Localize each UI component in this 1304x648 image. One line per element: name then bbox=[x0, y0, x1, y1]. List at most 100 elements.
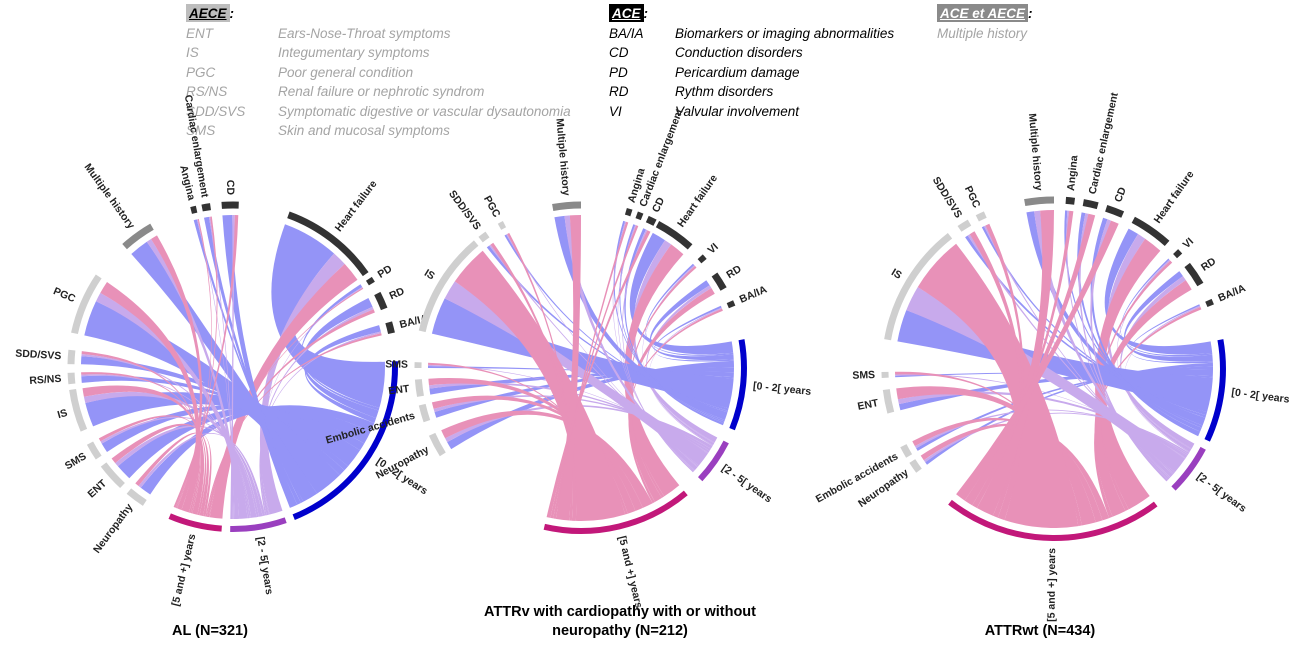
sector-arc bbox=[67, 349, 76, 365]
legend-ace-item: VI Valvular involvement bbox=[609, 102, 894, 122]
sector-arc bbox=[1131, 216, 1170, 247]
chord-ribbons bbox=[895, 209, 1214, 528]
sector-arc bbox=[292, 361, 398, 520]
legend-aece-colon: : bbox=[229, 6, 235, 21]
legend-abbr: RD bbox=[609, 84, 629, 99]
chord-ribbon bbox=[302, 298, 379, 419]
chord-ribbon bbox=[1095, 238, 1161, 510]
legend-both-heading: ACE et AECE bbox=[937, 4, 1029, 22]
chord-ribbon bbox=[111, 423, 209, 516]
sector-arc bbox=[190, 205, 198, 214]
sector-arc bbox=[957, 219, 972, 232]
sector-arc bbox=[230, 517, 287, 533]
sector-label: ENT bbox=[85, 477, 109, 500]
sector-arc bbox=[385, 321, 395, 335]
diagram-caption-attrv: ATTRv with cardiopathy with or without n… bbox=[484, 604, 756, 639]
sector-arc bbox=[1024, 196, 1055, 207]
sector-arc bbox=[122, 223, 154, 250]
sector-arc bbox=[975, 211, 987, 222]
legend-text: Conduction disorders bbox=[675, 45, 803, 60]
sector-arc bbox=[1065, 196, 1076, 205]
chord-ribbon bbox=[222, 215, 298, 508]
chord-ribbon bbox=[117, 406, 371, 479]
legend-text: Symptomatic digestive or vascular dysaut… bbox=[278, 103, 571, 119]
legend-aece-heading: AECE bbox=[186, 4, 230, 22]
sector-arc bbox=[729, 339, 747, 431]
sector-label: RS/NS bbox=[29, 373, 62, 387]
sector-label: [2 - 5[ years bbox=[719, 462, 774, 505]
sector-label: Multiple history bbox=[553, 118, 572, 196]
sector-label: Cardiac enlargement bbox=[637, 107, 686, 209]
legend-text: Integumentary symptoms bbox=[278, 45, 430, 60]
sector-arc bbox=[86, 441, 102, 460]
chord-ribbon bbox=[427, 366, 734, 379]
sector-arc bbox=[418, 240, 479, 333]
sector-label: PGC bbox=[51, 285, 77, 305]
legend-aece-item: IS Integumentary symptoms bbox=[186, 43, 571, 63]
legend-text: Pericardium damage bbox=[675, 64, 800, 80]
legend-abbr: SMS bbox=[186, 123, 216, 138]
legend-abbr: CD bbox=[609, 45, 629, 60]
legend-aece-item: SMS Skin and mucosal symptoms bbox=[186, 121, 571, 141]
chord-ribbon bbox=[648, 307, 722, 446]
chord-ribbon bbox=[230, 214, 235, 520]
sector-arc bbox=[374, 291, 388, 311]
sector-arc bbox=[414, 379, 424, 397]
chord-ribbon bbox=[917, 243, 1079, 528]
sector-label: ENT bbox=[388, 383, 411, 398]
sector-label: SDD/SVS bbox=[446, 188, 483, 232]
chord-ribbon bbox=[555, 214, 581, 521]
legend-aece: AECE : ENT Ears-Nose-Throat symptoms IS In… bbox=[186, 4, 571, 141]
chord-ribbon bbox=[454, 250, 626, 521]
legend-ace-colon: : bbox=[643, 6, 649, 21]
legend-ace: ACE : BA/IA Biomarkers or imaging abnorma… bbox=[609, 4, 894, 121]
legend-text: Rythm disorders bbox=[675, 84, 774, 99]
sector-arc bbox=[365, 276, 375, 286]
sector-arc bbox=[1205, 298, 1214, 308]
sector-arc bbox=[884, 233, 953, 341]
sector-arc bbox=[645, 215, 657, 226]
sector-arc bbox=[909, 459, 922, 473]
sector-arc bbox=[126, 488, 147, 506]
sector-label: VI bbox=[1181, 236, 1197, 252]
sector-arc bbox=[71, 274, 102, 335]
sector-arc bbox=[900, 444, 913, 458]
sector-arc bbox=[478, 231, 490, 243]
sector-label: Heart failure bbox=[333, 178, 380, 234]
sector-label: RD bbox=[388, 285, 407, 302]
chord-ribbon bbox=[645, 263, 734, 356]
sector-label: RD bbox=[1199, 255, 1219, 274]
sector-arc bbox=[497, 220, 507, 230]
sector-arc bbox=[168, 513, 222, 532]
sector-label: Heart failure bbox=[675, 172, 720, 229]
sector-label: Multiple history bbox=[1026, 113, 1045, 191]
sector-arc bbox=[201, 203, 211, 212]
legend-ace-item: CD Conduction disorders bbox=[609, 43, 894, 63]
legend-abbr: PGC bbox=[186, 64, 216, 80]
chord-ribbon bbox=[490, 242, 577, 521]
sector-label: IS bbox=[889, 266, 904, 281]
sector-arc bbox=[1184, 262, 1204, 287]
sector-label: PD bbox=[376, 263, 395, 281]
chord-ribbon bbox=[84, 301, 340, 494]
chord-ribbon bbox=[553, 221, 629, 519]
sector-arc bbox=[655, 221, 693, 250]
legend-ace-heading: ACE bbox=[609, 4, 644, 22]
chord-ribbon bbox=[649, 280, 734, 361]
legend-ace-and-aece: ACE et AECE : Multiple history bbox=[937, 4, 1033, 43]
chord-ribbon bbox=[628, 308, 723, 504]
chord-ribbon bbox=[964, 213, 1096, 506]
diagram-caption-al: AL (N=321) bbox=[172, 623, 248, 639]
legend-text: Ears-Nose-Throat symptoms bbox=[278, 25, 451, 41]
sector-arc bbox=[1173, 249, 1183, 259]
diagram-caption-attrwt: ATTRwt (N=434) bbox=[984, 623, 1096, 639]
chord-ribbon bbox=[85, 392, 361, 467]
sector-label: Neuropathy bbox=[91, 501, 135, 555]
sector-arc bbox=[635, 211, 644, 221]
chord-ribbon bbox=[624, 244, 684, 497]
chord-ribbon bbox=[300, 284, 380, 411]
chord-ribbon bbox=[138, 433, 266, 517]
sector-label: [5 and +] years bbox=[616, 535, 645, 610]
